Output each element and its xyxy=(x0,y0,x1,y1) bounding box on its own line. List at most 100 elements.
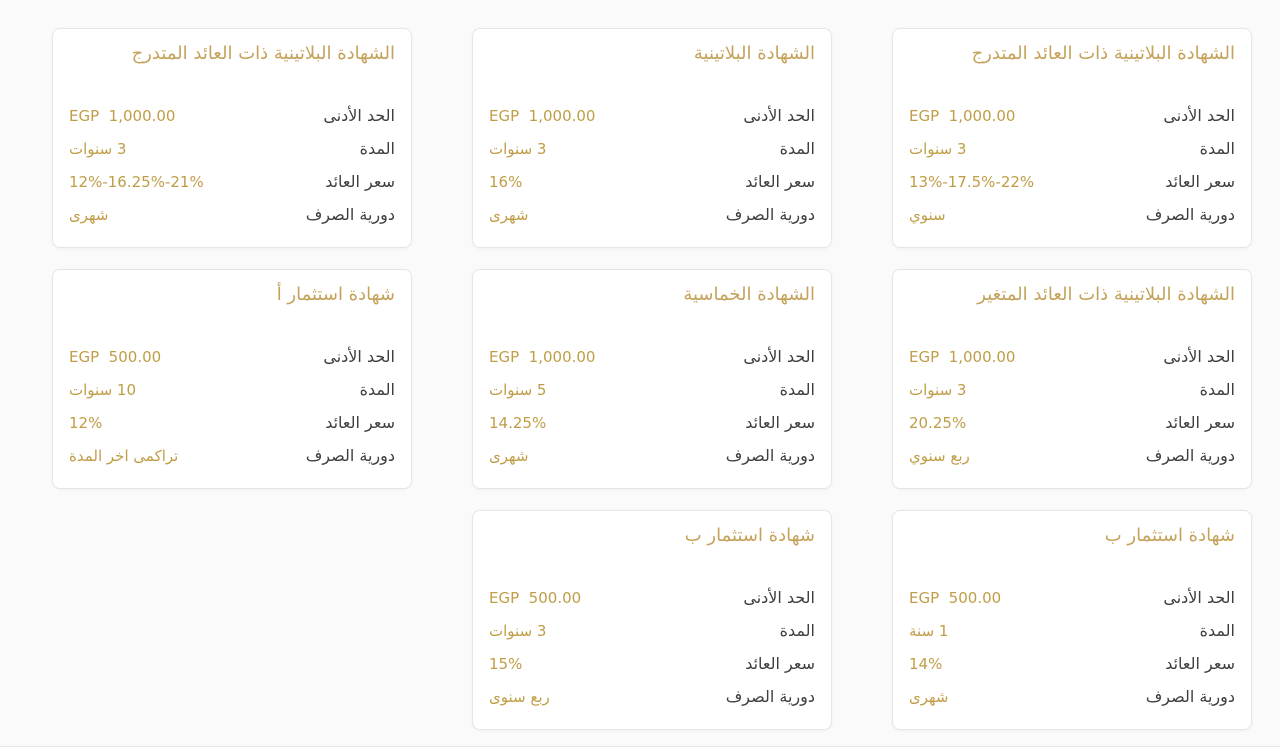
detail-row-minimum: الحد الأدنى EGP 1,000.00 xyxy=(489,99,815,132)
frequency-value: شهرى xyxy=(69,205,109,224)
detail-row-frequency: دورية الصرف شهرى xyxy=(909,680,1235,713)
certificate-card-five-year[interactable]: الشهادة الخماسية الحد الأدنى EGP 1,000.0… xyxy=(472,269,832,489)
minimum-value: EGP 1,000.00 xyxy=(489,106,596,125)
frequency-label: دورية الصرف xyxy=(1145,446,1235,465)
minimum-label: الحد الأدنى xyxy=(743,347,815,366)
minimum-value: EGP 500.00 xyxy=(489,588,582,607)
detail-row-duration: المدة 3 سنوات xyxy=(69,132,395,165)
frequency-label: دورية الصرف xyxy=(1145,687,1235,706)
frequency-value: تراكمى اخر المدة xyxy=(69,446,179,465)
certificate-details: الحد الأدنى EGP 1,000.00 المدة 3 سنوات س… xyxy=(909,99,1235,231)
duration-value: 3 سنوات xyxy=(909,139,967,158)
duration-value: 5 سنوات xyxy=(489,380,547,399)
certificate-details: الحد الأدنى EGP 500.00 المدة 3 سنوات سعر… xyxy=(489,581,815,713)
rate-label: سعر العائد xyxy=(325,172,395,191)
minimum-value: EGP 500.00 xyxy=(909,588,1002,607)
rate-label: سعر العائد xyxy=(745,654,815,673)
rate-value: 12%-16.25%-21% xyxy=(69,172,204,191)
detail-row-minimum: الحد الأدنى EGP 1,000.00 xyxy=(69,99,395,132)
detail-row-frequency: دورية الصرف سنوي xyxy=(909,198,1235,231)
certificate-card-platinum-stepped-annual[interactable]: الشهادة البلاتينية ذات العائد المتدرج ال… xyxy=(892,28,1252,248)
duration-value: 3 سنوات xyxy=(489,139,547,158)
minimum-value: EGP 1,000.00 xyxy=(69,106,176,125)
frequency-value: شهرى xyxy=(489,446,529,465)
certificate-title: شهادة استثمار أ xyxy=(276,284,395,305)
certificate-title: الشهادة الخماسية xyxy=(683,284,815,305)
rate-label: سعر العائد xyxy=(745,413,815,432)
minimum-value: EGP 1,000.00 xyxy=(909,347,1016,366)
certificate-card-investment-b-3yr[interactable]: شهادة استثمار ب الحد الأدنى EGP 500.00 ا… xyxy=(472,510,832,730)
frequency-value: شهرى xyxy=(909,687,949,706)
detail-row-frequency: دورية الصرف شهرى xyxy=(489,198,815,231)
duration-label: المدة xyxy=(359,139,395,158)
rate-value: 14% xyxy=(909,654,943,673)
detail-row-duration: المدة 10 سنوات xyxy=(69,373,395,406)
rate-label: سعر العائد xyxy=(1165,172,1235,191)
rate-label: سعر العائد xyxy=(1165,654,1235,673)
detail-row-minimum: الحد الأدنى EGP 500.00 xyxy=(909,581,1235,614)
detail-row-rate: سعر العائد 13%-17.5%-22% xyxy=(909,165,1235,198)
rate-label: سعر العائد xyxy=(325,413,395,432)
frequency-value: ربع سنوى xyxy=(489,687,550,706)
detail-row-rate: سعر العائد 14.25% xyxy=(489,406,815,439)
certificate-title: الشهادة البلاتينية xyxy=(693,43,815,64)
duration-label: المدة xyxy=(779,380,815,399)
detail-row-frequency: دورية الصرف ربع سنوى xyxy=(489,680,815,713)
minimum-label: الحد الأدنى xyxy=(743,106,815,125)
minimum-value: EGP 1,000.00 xyxy=(489,347,596,366)
certificate-details: الحد الأدنى EGP 1,000.00 المدة 5 سنوات س… xyxy=(489,340,815,472)
minimum-label: الحد الأدنى xyxy=(323,347,395,366)
frequency-label: دورية الصرف xyxy=(1145,205,1235,224)
certificate-details: الحد الأدنى EGP 1,000.00 المدة 3 سنوات س… xyxy=(69,99,395,231)
certificate-title: الشهادة البلاتينية ذات العائد المتدرج xyxy=(971,43,1235,64)
certificate-title: شهادة استثمار ب xyxy=(1104,525,1235,546)
duration-value: 10 سنوات xyxy=(69,380,136,399)
detail-row-duration: المدة 3 سنوات xyxy=(909,373,1235,406)
frequency-value: سنوي xyxy=(909,205,946,224)
detail-row-duration: المدة 3 سنوات xyxy=(909,132,1235,165)
duration-label: المدة xyxy=(359,380,395,399)
detail-row-minimum: الحد الأدنى EGP 1,000.00 xyxy=(909,340,1235,373)
duration-label: المدة xyxy=(779,139,815,158)
duration-value: 1 سنة xyxy=(909,621,949,640)
rate-value: 13%-17.5%-22% xyxy=(909,172,1035,191)
detail-row-rate: سعر العائد 15% xyxy=(489,647,815,680)
duration-value: 3 سنوات xyxy=(909,380,967,399)
detail-row-rate: سعر العائد 12%-16.25%-21% xyxy=(69,165,395,198)
certificate-details: الحد الأدنى EGP 500.00 المدة 1 سنة سعر ا… xyxy=(909,581,1235,713)
certificate-details: الحد الأدنى EGP 1,000.00 المدة 3 سنوات س… xyxy=(489,99,815,231)
certificate-card-platinum[interactable]: الشهادة البلاتينية الحد الأدنى EGP 1,000… xyxy=(472,28,832,248)
detail-row-frequency: دورية الصرف شهرى xyxy=(69,198,395,231)
rate-label: سعر العائد xyxy=(745,172,815,191)
frequency-label: دورية الصرف xyxy=(725,446,815,465)
minimum-value: EGP 500.00 xyxy=(69,347,162,366)
frequency-value: شهرى xyxy=(489,205,529,224)
detail-row-rate: سعر العائد 12% xyxy=(69,406,395,439)
detail-row-frequency: دورية الصرف ربع سنوي xyxy=(909,439,1235,472)
minimum-label: الحد الأدنى xyxy=(323,106,395,125)
rate-value: 16% xyxy=(489,172,523,191)
rate-value: 12% xyxy=(69,413,103,432)
rate-value: 15% xyxy=(489,654,523,673)
detail-row-frequency: دورية الصرف تراكمى اخر المدة xyxy=(69,439,395,472)
detail-row-minimum: الحد الأدنى EGP 500.00 xyxy=(489,581,815,614)
duration-value: 3 سنوات xyxy=(69,139,127,158)
detail-row-minimum: الحد الأدنى EGP 1,000.00 xyxy=(909,99,1235,132)
certificate-title: شهادة استثمار ب xyxy=(684,525,815,546)
certificate-card-platinum-stepped-monthly[interactable]: الشهادة البلاتينية ذات العائد المتدرج ال… xyxy=(52,28,412,248)
certificate-details: الحد الأدنى EGP 500.00 المدة 10 سنوات سع… xyxy=(69,340,395,472)
certificate-card-investment-a[interactable]: شهادة استثمار أ الحد الأدنى EGP 500.00 ا… xyxy=(52,269,412,489)
certificate-card-investment-b-1yr[interactable]: شهادة استثمار ب الحد الأدنى EGP 500.00 ا… xyxy=(892,510,1252,730)
detail-row-duration: المدة 3 سنوات xyxy=(489,132,815,165)
detail-row-rate: سعر العائد 14% xyxy=(909,647,1235,680)
detail-row-duration: المدة 1 سنة xyxy=(909,614,1235,647)
detail-row-minimum: الحد الأدنى EGP 500.00 xyxy=(69,340,395,373)
minimum-label: الحد الأدنى xyxy=(1163,347,1235,366)
frequency-label: دورية الصرف xyxy=(725,687,815,706)
minimum-label: الحد الأدنى xyxy=(1163,106,1235,125)
duration-label: المدة xyxy=(779,621,815,640)
detail-row-minimum: الحد الأدنى EGP 1,000.00 xyxy=(489,340,815,373)
certificate-card-platinum-variable[interactable]: الشهادة البلاتينية ذات العائد المتغير ال… xyxy=(892,269,1252,489)
frequency-label: دورية الصرف xyxy=(305,205,395,224)
